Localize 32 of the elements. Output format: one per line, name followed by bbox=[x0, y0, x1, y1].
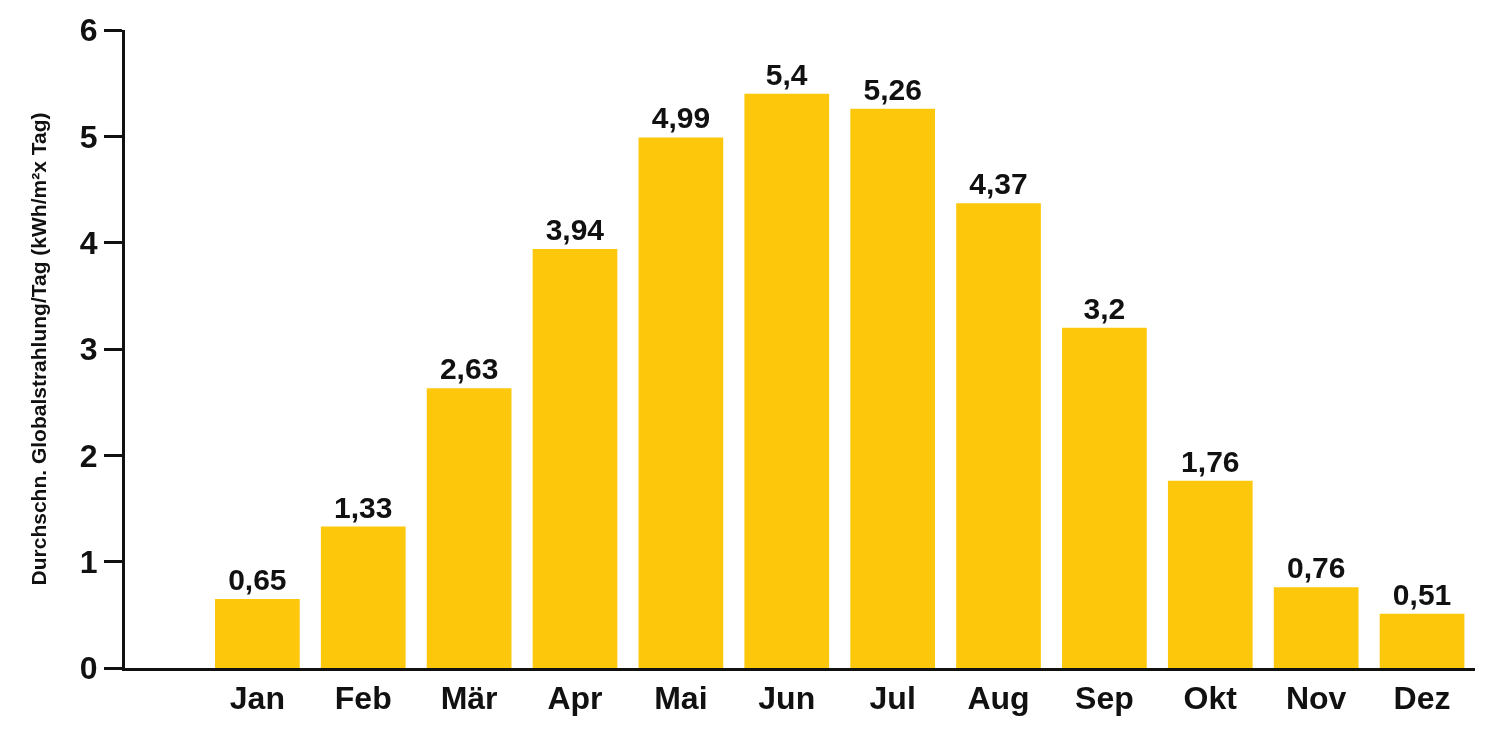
x-tick-label: Mai bbox=[654, 680, 708, 717]
data-label: 1,33 bbox=[334, 490, 393, 524]
data-label: 0,65 bbox=[228, 562, 287, 596]
x-tick-label: Jul bbox=[869, 680, 916, 717]
data-label: 3,94 bbox=[545, 213, 605, 247]
y-tick-label: 3 bbox=[79, 331, 98, 368]
data-label: 3,2 bbox=[1083, 291, 1126, 325]
x-tick-label: Okt bbox=[1183, 680, 1238, 717]
x-tick-label: Nov bbox=[1285, 680, 1347, 717]
y-tick-label: 0 bbox=[79, 650, 98, 687]
x-tick-label: Feb bbox=[334, 680, 392, 717]
y-tick-label: 2 bbox=[79, 437, 98, 474]
x-tick-label: Jan bbox=[229, 680, 285, 717]
data-label: 0,51 bbox=[1392, 577, 1452, 611]
x-tick-label: Dez bbox=[1393, 680, 1451, 717]
y-axis-title: Durchschn. Globalstrahlung/Tag (kWh/m²x Tag) bbox=[26, 112, 50, 586]
x-tick-label: Mär bbox=[440, 680, 498, 717]
y-tick-label: 4 bbox=[79, 224, 98, 261]
data-label: 5,4 bbox=[765, 57, 808, 91]
data-label: 0,76 bbox=[1286, 551, 1346, 585]
data-label: 4,37 bbox=[969, 167, 1028, 201]
x-tick-label: Apr bbox=[547, 680, 603, 717]
data-label: 1,76 bbox=[1181, 444, 1240, 478]
data-label: 4,99 bbox=[651, 101, 711, 135]
y-tick-label: 5 bbox=[79, 118, 98, 155]
data-label: 5,26 bbox=[863, 72, 922, 106]
data-label: 2,63 bbox=[439, 352, 499, 386]
y-tick-label: 6 bbox=[79, 12, 98, 49]
x-tick-label: Sep bbox=[1075, 680, 1134, 717]
x-tick-label: Jun bbox=[758, 680, 816, 717]
y-tick-label: 1 bbox=[79, 543, 98, 580]
x-tick-label: Aug bbox=[967, 680, 1030, 717]
